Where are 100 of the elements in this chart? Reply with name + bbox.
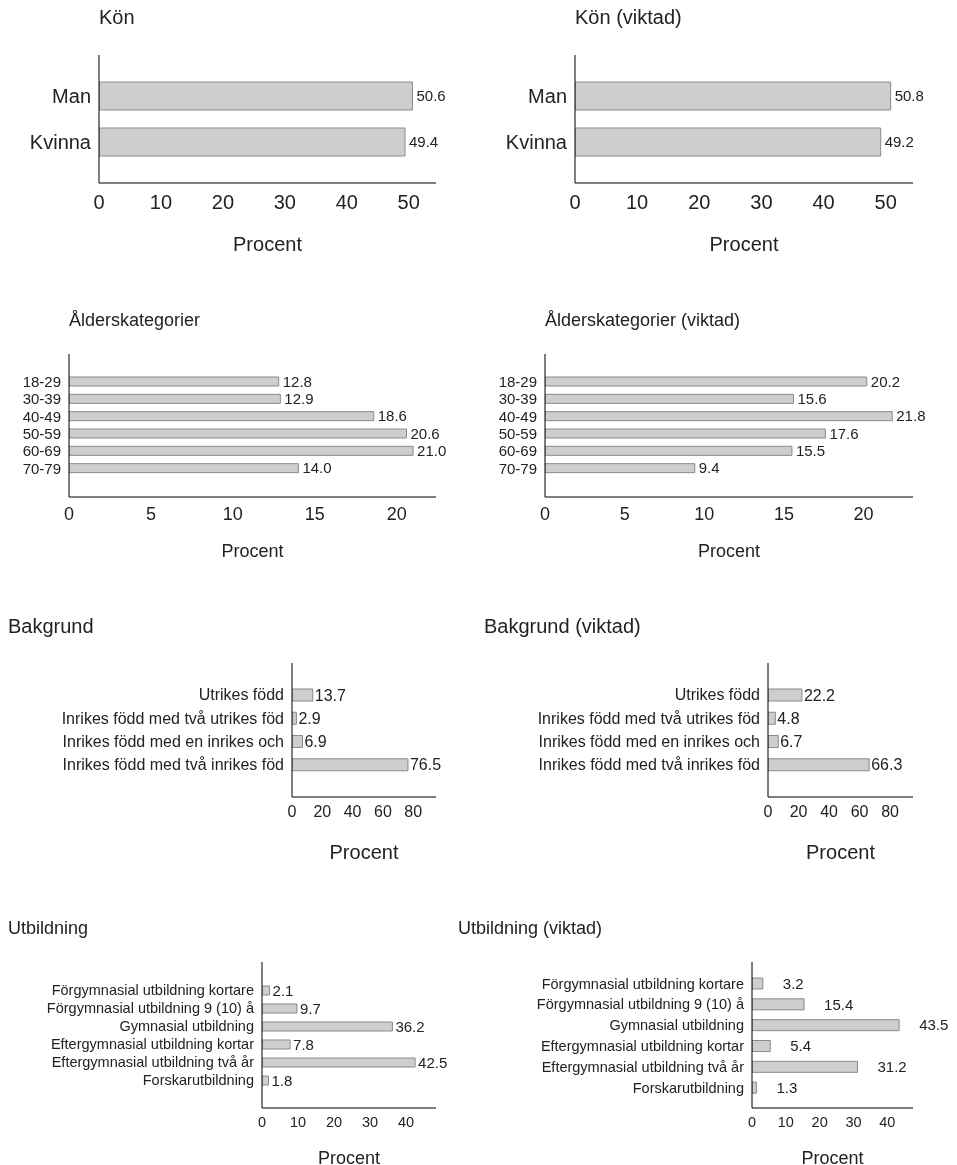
y-tick-label: Förgymnasial utbildning kortare — [51, 982, 254, 999]
data-label: 50.6 — [416, 87, 446, 105]
y-tick-label: Inrikes född med en inrikes och — [62, 732, 284, 750]
y-tick-label: Forskarutbildning — [632, 1079, 744, 1096]
x-tick-label: 0 — [747, 1114, 757, 1131]
data-label: 6.7 — [780, 733, 803, 751]
data-label: 31.2 — [877, 1058, 907, 1076]
bar — [69, 428, 408, 439]
x-tick-label: 5 — [145, 503, 156, 524]
x-tick-label: 20 — [313, 803, 332, 821]
y-tick-label: Forskarutbildning — [142, 1072, 254, 1089]
data-label: 21.0 — [417, 442, 447, 460]
x-axis-title: Procent — [317, 1148, 381, 1165]
data-label: 5.4 — [790, 1037, 812, 1055]
x-tick-label: 10 — [289, 1114, 307, 1131]
x-tick-label: 10 — [777, 1114, 794, 1131]
data-label: 12.8 — [282, 372, 312, 390]
bar — [262, 1021, 393, 1032]
x-tick-label: 80 — [881, 803, 900, 821]
y-tick-label: Eftergymnasial utbildning två år — [541, 1058, 745, 1075]
bar — [768, 758, 870, 772]
y-tick-label: Eftergymnasial utbildning kortar — [50, 1036, 255, 1053]
data-label: 2.1 — [272, 981, 294, 999]
x-tick-label: 10 — [222, 503, 243, 524]
bar — [69, 376, 280, 387]
x-tick-label: 10 — [149, 191, 173, 214]
chart-title: Kön (viktad) — [575, 6, 682, 29]
y-tick-label: 60-69 — [498, 442, 537, 460]
x-axis-title: Procent — [801, 1148, 864, 1165]
data-label: 2.9 — [298, 709, 321, 727]
bar — [262, 985, 271, 996]
y-tick-label: Inrikes född med två utrikes föd — [537, 709, 760, 727]
bar — [545, 463, 696, 474]
x-tick-label: 30 — [362, 1114, 379, 1131]
x-tick-label: 15 — [304, 503, 325, 524]
x-tick-label: 40 — [343, 803, 362, 821]
chart-title: Ålderskategorier (viktad) — [545, 310, 741, 332]
bar — [69, 393, 281, 404]
x-tick-label: 0 — [63, 503, 75, 524]
x-tick-label: 20 — [325, 1114, 343, 1131]
y-tick-label: Eftergymnasial utbildning två år — [51, 1054, 255, 1071]
y-tick-label: 30-39 — [498, 390, 537, 408]
bar — [69, 411, 375, 422]
data-label: 4.8 — [777, 709, 800, 727]
x-tick-label: 50 — [397, 191, 420, 214]
text: Utbildning — [8, 918, 89, 940]
x-tick-label: 0 — [539, 503, 551, 524]
x-tick-label: 15 — [773, 503, 794, 524]
x-tick-label: 20 — [211, 191, 235, 214]
y-tick-label: Utrikes född — [198, 686, 284, 704]
data-label: 43.5 — [919, 1016, 949, 1034]
x-tick-label: 30 — [845, 1114, 862, 1131]
x-tick-label: 0 — [763, 803, 773, 821]
x-axis-title: Procent — [233, 233, 303, 255]
data-label: 15.6 — [797, 390, 827, 408]
data-label: 13.7 — [314, 686, 347, 704]
bar — [69, 445, 414, 456]
bar — [292, 735, 303, 748]
data-label: 21.8 — [896, 407, 926, 425]
data-label: 17.6 — [829, 424, 859, 442]
x-tick-label: 40 — [335, 191, 358, 214]
bar — [262, 1057, 416, 1068]
x-tick-label: 40 — [398, 1114, 415, 1131]
bar — [768, 735, 779, 748]
data-label: 36.2 — [395, 1017, 425, 1035]
y-tick-label: Gymnasial utbildning — [119, 1018, 254, 1035]
y-tick-label: 18-29 — [498, 372, 537, 390]
x-tick-label: 40 — [812, 191, 835, 214]
bar — [752, 1019, 900, 1032]
x-tick-label: 20 — [853, 503, 874, 524]
bar — [262, 1003, 298, 1014]
bar — [752, 1060, 859, 1073]
chart-title: Kön — [99, 6, 135, 29]
y-tick-label: 40-49 — [498, 407, 537, 425]
x-tick-label: 0 — [569, 191, 581, 214]
data-label: 1.3 — [776, 1078, 798, 1096]
bar — [752, 977, 764, 990]
y-tick-label: Eftergymnasial utbildning kortar — [540, 1038, 745, 1055]
x-tick-label: 10 — [626, 191, 649, 214]
bar — [752, 998, 805, 1011]
x-axis-title: Procent — [697, 541, 761, 561]
data-label: 18.6 — [377, 407, 407, 425]
x-tick-label: 10 — [694, 503, 715, 524]
bar — [768, 688, 803, 702]
data-label: 49.2 — [884, 133, 914, 151]
data-label: 15.5 — [795, 442, 826, 460]
data-label: 1.8 — [271, 1071, 293, 1089]
x-axis-title: Procent — [221, 541, 284, 561]
x-tick-label: 40 — [820, 803, 839, 821]
data-label: 66.3 — [871, 756, 903, 774]
x-axis-title: Procent — [329, 841, 399, 863]
bar — [545, 393, 795, 404]
y-tick-label: 18-29 — [22, 372, 61, 390]
data-label: 20.6 — [410, 424, 440, 442]
x-tick-label: 5 — [619, 503, 630, 524]
x-tick-label: 20 — [811, 1114, 828, 1131]
y-tick-label: 30-39 — [22, 390, 61, 408]
bar — [69, 463, 299, 474]
x-tick-label: 20 — [789, 803, 808, 821]
bar — [545, 428, 826, 439]
